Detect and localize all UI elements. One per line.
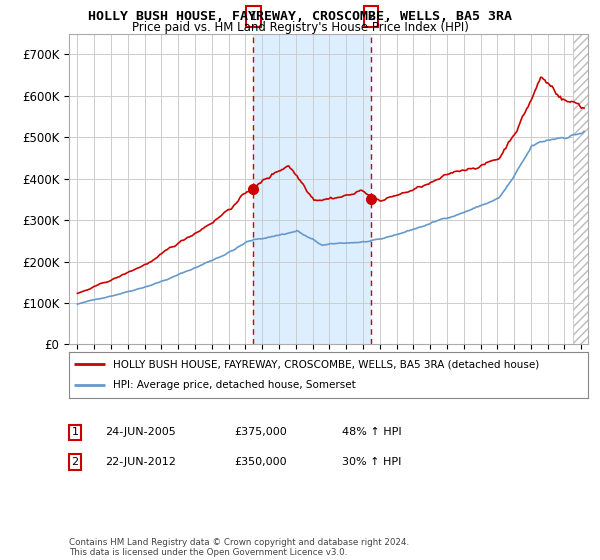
- Text: £350,000: £350,000: [234, 457, 287, 467]
- Text: 2: 2: [367, 10, 374, 23]
- Text: 22-JUN-2012: 22-JUN-2012: [105, 457, 176, 467]
- Bar: [573, 34, 590, 344]
- Text: 1: 1: [250, 10, 257, 23]
- Text: £375,000: £375,000: [234, 427, 287, 437]
- Text: Contains HM Land Registry data © Crown copyright and database right 2024.
This d: Contains HM Land Registry data © Crown c…: [69, 538, 409, 557]
- Text: 1: 1: [71, 427, 79, 437]
- Text: 24-JUN-2005: 24-JUN-2005: [105, 427, 176, 437]
- Text: 30% ↑ HPI: 30% ↑ HPI: [342, 457, 401, 467]
- Text: HPI: Average price, detached house, Somerset: HPI: Average price, detached house, Some…: [113, 380, 356, 390]
- Text: HOLLY BUSH HOUSE, FAYREWAY, CROSCOMBE, WELLS, BA5 3RA: HOLLY BUSH HOUSE, FAYREWAY, CROSCOMBE, W…: [88, 10, 512, 23]
- Text: HOLLY BUSH HOUSE, FAYREWAY, CROSCOMBE, WELLS, BA5 3RA (detached house): HOLLY BUSH HOUSE, FAYREWAY, CROSCOMBE, W…: [113, 359, 539, 369]
- Bar: [253, 34, 371, 344]
- Text: Price paid vs. HM Land Registry's House Price Index (HPI): Price paid vs. HM Land Registry's House …: [131, 21, 469, 34]
- Text: 2: 2: [71, 457, 79, 467]
- Text: 48% ↑ HPI: 48% ↑ HPI: [342, 427, 401, 437]
